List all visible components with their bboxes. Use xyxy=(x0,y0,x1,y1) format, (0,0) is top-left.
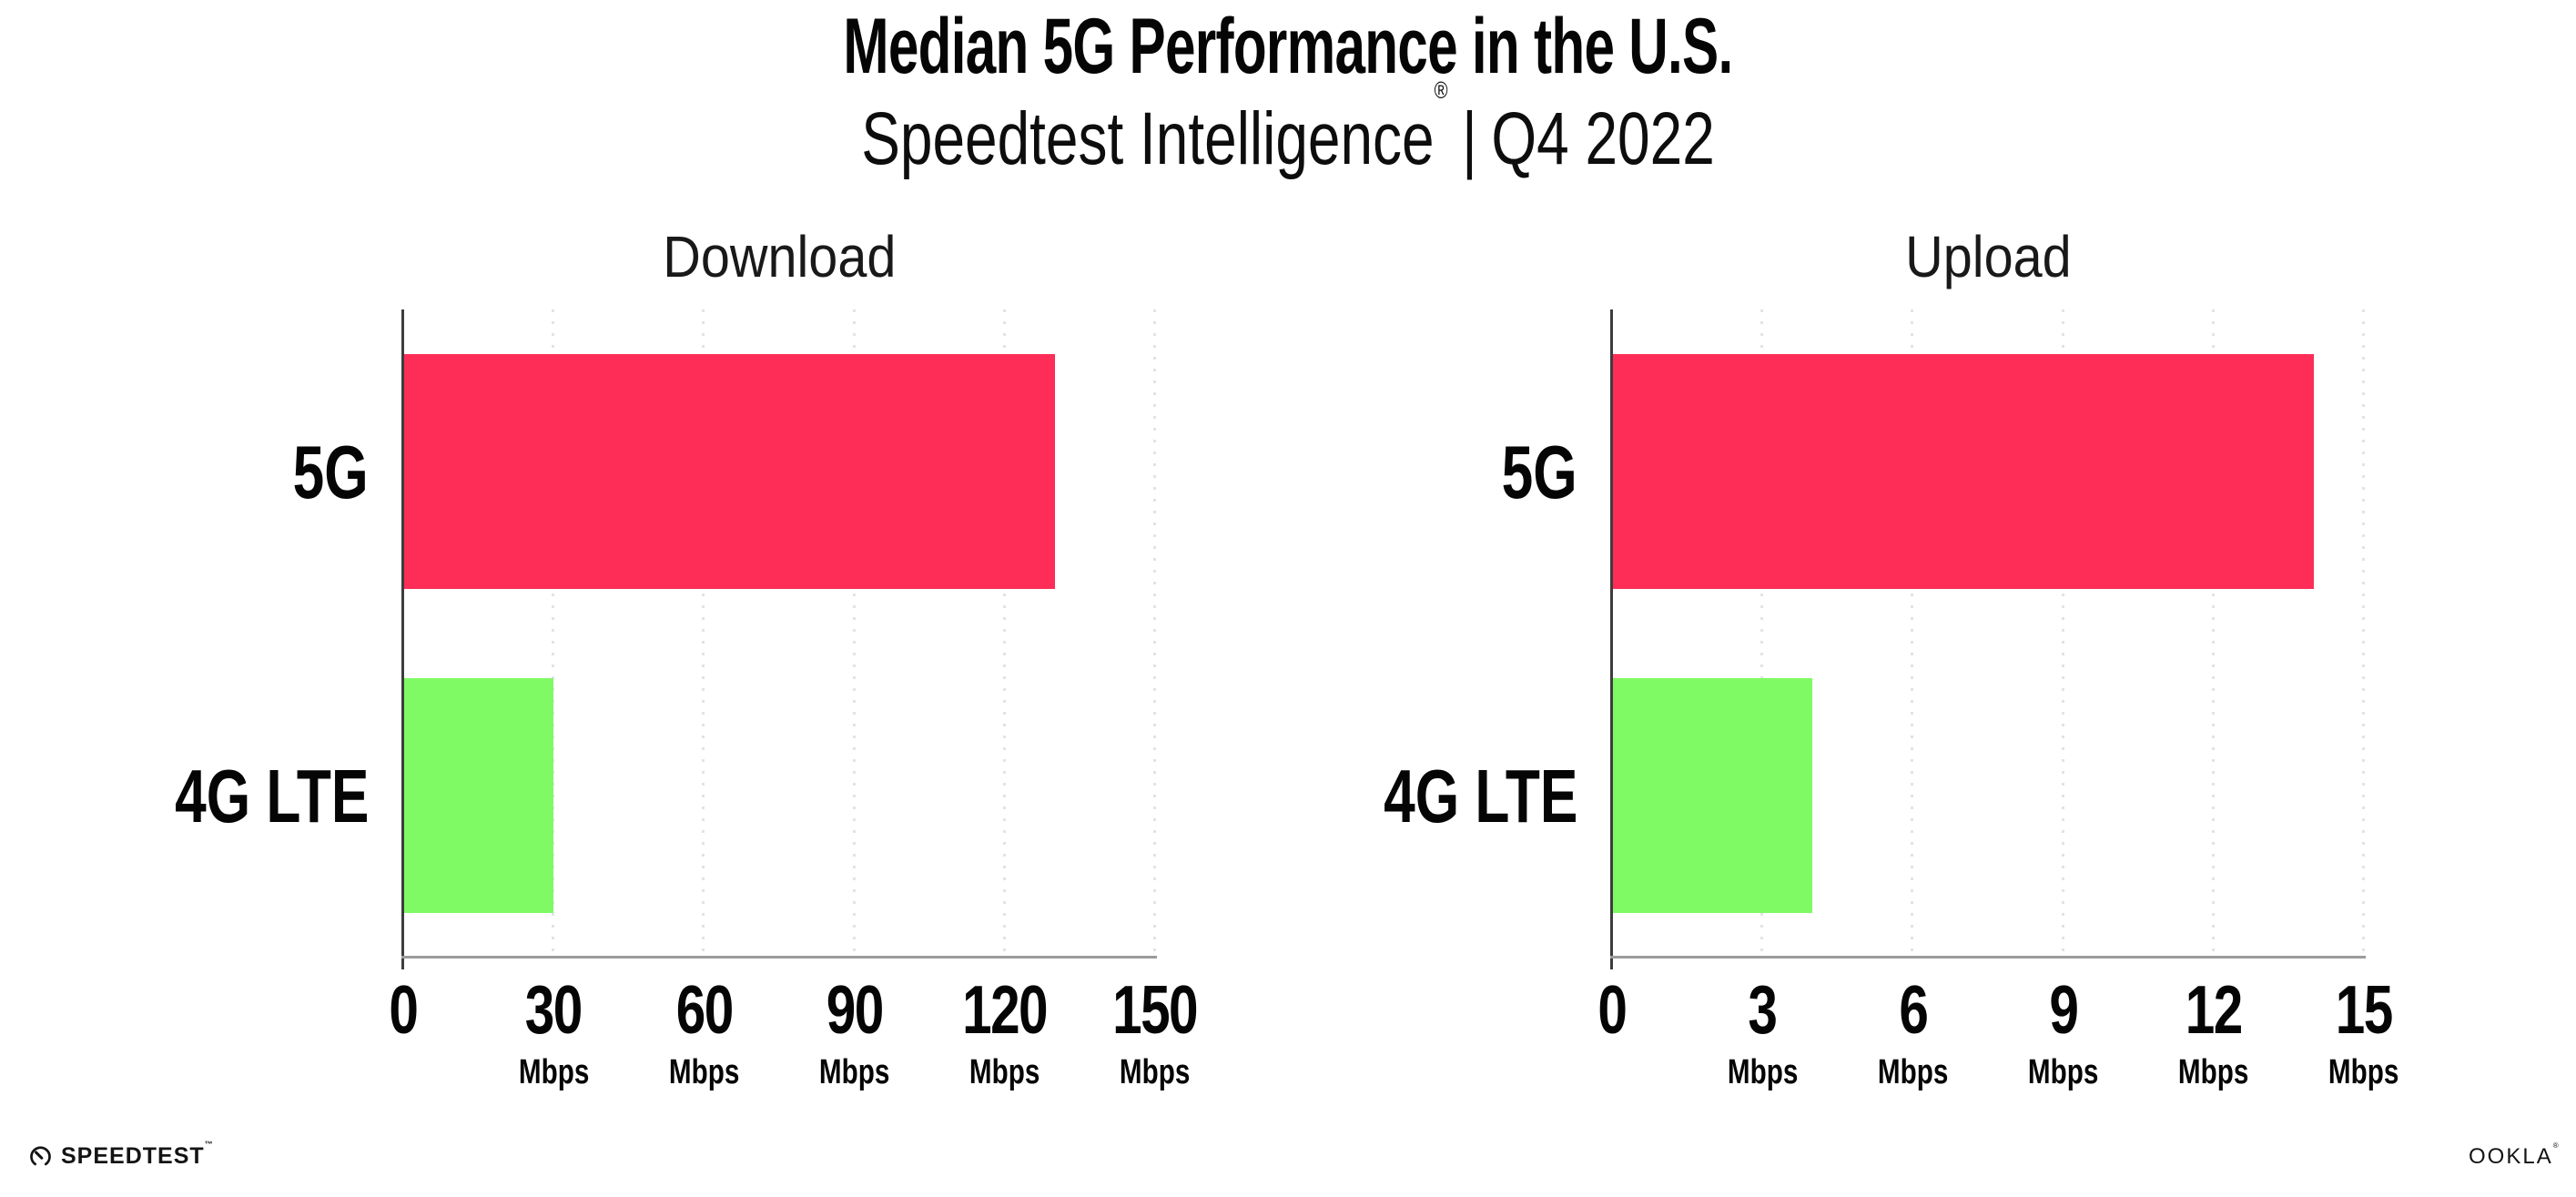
gridline xyxy=(702,309,705,958)
category-label-4g-lte: 4G LTE xyxy=(1383,754,1577,838)
bar-5g-upload xyxy=(1612,354,2314,589)
upload-chart-title: Upload xyxy=(1904,224,2072,289)
bar-5g-download xyxy=(403,354,1055,589)
gridline xyxy=(1760,309,1764,958)
x-tick-label: 0 xyxy=(1597,971,1628,1048)
upload-chart-plot-area: Upload 5G 4G LTE 0 3 Mbps 6 Mbps 9 Mbps … xyxy=(1384,228,2399,1090)
subtitle-product: Speedtest Intelligence xyxy=(861,97,1435,180)
speedtest-logo: SPEEDTEST™ xyxy=(28,1139,214,1169)
download-chart-plot-area: Download 5G 4G LTE 0 30 Mbps 60 Mbps 90 … xyxy=(175,228,1199,1090)
x-tick-unit: Mbps xyxy=(1727,1053,1798,1091)
x-tick-label: 60 xyxy=(675,971,734,1048)
x-tick: 6 Mbps xyxy=(1803,976,2022,1090)
x-tick-unit: Mbps xyxy=(2328,1053,2399,1091)
x-tick: 120 Mbps xyxy=(896,976,1114,1090)
page-title: Median 5G Performance in the U.S. xyxy=(0,7,2576,86)
x-tick: 0 xyxy=(1503,976,1721,1044)
x-tick-label: 0 xyxy=(389,971,420,1048)
x-tick-unit: Mbps xyxy=(668,1053,740,1091)
x-tick-unit: Mbps xyxy=(1120,1053,1191,1091)
gridline xyxy=(2061,309,2064,958)
category-label-5g: 5G xyxy=(1501,430,1577,514)
download-chart-title: Download xyxy=(662,224,897,289)
x-tick-unit: Mbps xyxy=(518,1053,589,1091)
x-tick: 90 Mbps xyxy=(745,976,964,1090)
x-tick-label: 120 xyxy=(962,971,1048,1048)
bar-4g-lte-download xyxy=(403,678,554,913)
y-axis-line xyxy=(401,309,404,969)
registered-mark: ® xyxy=(1434,76,1448,104)
x-tick: 150 Mbps xyxy=(1046,976,1264,1090)
category-label-4g-lte: 4G LTE xyxy=(174,754,369,838)
gridline xyxy=(852,309,856,958)
subtitle-separator: | xyxy=(1462,97,1477,180)
x-tick: 0 xyxy=(294,976,512,1044)
x-tick-label: 9 xyxy=(2049,971,2079,1048)
page-subtitle: Speedtest Intelligence® | Q4 2022 xyxy=(0,76,2576,180)
x-tick-label: 15 xyxy=(2336,971,2394,1048)
x-tick-unit: Mbps xyxy=(2027,1053,2099,1091)
gridline xyxy=(552,309,555,958)
x-tick: 9 Mbps xyxy=(1954,976,2173,1090)
gridline xyxy=(2362,309,2365,958)
x-axis-line xyxy=(401,956,1157,959)
trademark-mark: ™ xyxy=(204,1139,214,1149)
category-label-5g: 5G xyxy=(292,430,369,514)
x-tick: 15 Mbps xyxy=(2255,976,2473,1090)
x-tick-label: 12 xyxy=(2185,971,2244,1048)
speedtest-wordmark: SPEEDTEST™ xyxy=(61,1139,214,1169)
x-axis-line xyxy=(1610,956,2366,959)
x-tick-unit: Mbps xyxy=(1877,1053,1949,1091)
gridline xyxy=(1002,309,1006,958)
x-tick: 12 Mbps xyxy=(2104,976,2323,1090)
y-axis-line xyxy=(1610,309,1613,969)
x-tick-unit: Mbps xyxy=(2178,1053,2249,1091)
x-tick: 30 Mbps xyxy=(444,976,663,1090)
x-tick-label: 90 xyxy=(826,971,885,1048)
gridline xyxy=(1153,309,1156,958)
x-tick-unit: Mbps xyxy=(969,1053,1040,1091)
page-title-text: Median 5G Performance in the U.S. xyxy=(843,3,1733,90)
x-tick-label: 6 xyxy=(1898,971,1929,1048)
registered-mark: ® xyxy=(2552,1141,2559,1150)
x-tick: 60 Mbps xyxy=(594,976,813,1090)
ookla-logo: OOKLA® xyxy=(2469,1142,2559,1169)
gridline xyxy=(2211,309,2215,958)
gridline xyxy=(1911,309,1914,958)
x-tick-unit: Mbps xyxy=(818,1053,890,1091)
speedtest-gauge-icon xyxy=(28,1144,53,1169)
x-tick: 3 Mbps xyxy=(1653,976,1871,1090)
bar-4g-lte-upload xyxy=(1612,678,1813,913)
subtitle-period: Q4 2022 xyxy=(1491,97,1715,180)
x-tick-label: 150 xyxy=(1112,971,1199,1048)
x-tick-label: 30 xyxy=(525,971,583,1048)
x-tick-label: 3 xyxy=(1748,971,1779,1048)
ookla-wordmark: OOKLA xyxy=(2469,1144,2553,1169)
